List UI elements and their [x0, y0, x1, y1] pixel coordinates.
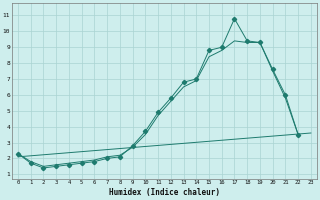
X-axis label: Humidex (Indice chaleur): Humidex (Indice chaleur)	[109, 188, 220, 197]
